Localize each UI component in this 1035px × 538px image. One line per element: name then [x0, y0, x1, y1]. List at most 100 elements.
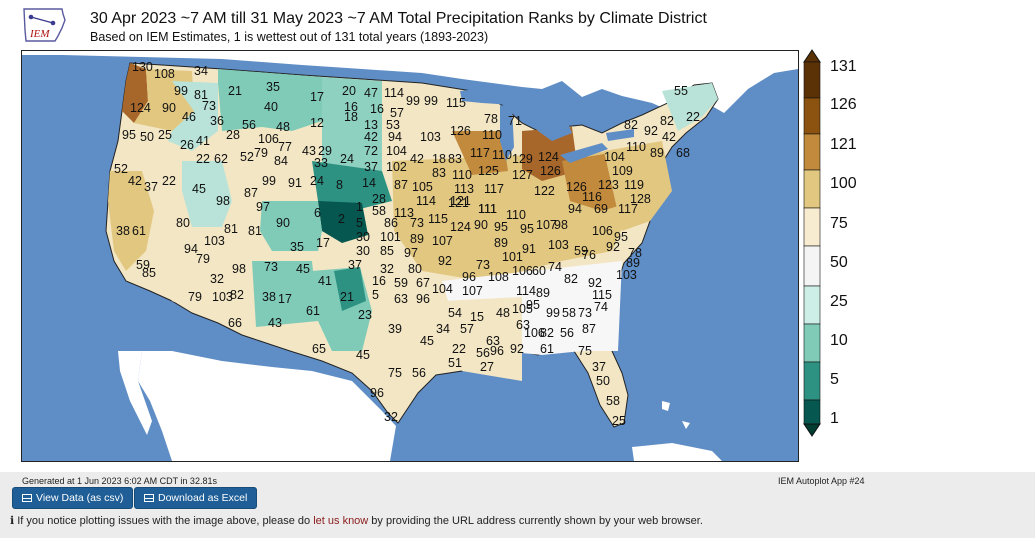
district-label: 16 — [370, 102, 384, 116]
district-label: 95 — [526, 298, 540, 312]
plot-figure: IEM 30 Apr 2023 ~7 AM till 31 May 2023 ~… — [0, 0, 1035, 472]
district-label: 13 — [364, 118, 378, 132]
district-label: 5 — [372, 288, 379, 302]
district-label: 97 — [256, 200, 270, 214]
district-label: 95 — [494, 220, 508, 234]
district-label: 80 — [176, 216, 190, 230]
district-label: 81 — [248, 224, 262, 238]
district-label: 111 — [478, 202, 497, 216]
district-label: 55 — [674, 84, 688, 98]
district-label: 43 — [302, 144, 316, 158]
district-label: 17 — [278, 292, 292, 306]
district-label: 83 — [432, 166, 446, 180]
district-label: 106 — [524, 326, 545, 340]
district-label: 89 — [410, 232, 424, 246]
download-excel-button[interactable]: Download as Excel — [134, 487, 258, 509]
generated-timestamp: Generated at 1 Jun 2023 6:02 AM CDT in 3… — [22, 476, 217, 486]
colorbar-segment — [803, 245, 821, 287]
district-label: 52 — [114, 162, 128, 176]
district-label: 63 — [516, 318, 530, 332]
district-label: 57 — [390, 106, 404, 120]
district-label: 98 — [554, 218, 568, 232]
district-label: 38 — [116, 224, 130, 238]
district-label: 35 — [290, 240, 304, 254]
district-label: 68 — [676, 146, 690, 160]
district-label: 87 — [582, 322, 596, 336]
district-label: 105 — [512, 302, 533, 316]
district-label: 20 — [342, 84, 356, 98]
autoplot-app-id: IEM Autoplot App #24 — [778, 476, 865, 486]
district-label: 72 — [364, 144, 378, 158]
lake-huron — [532, 109, 572, 141]
district-label: 85 — [380, 244, 394, 258]
lake-erie — [560, 143, 608, 163]
district-label: 5 — [356, 216, 363, 230]
district-label: 32 — [384, 410, 398, 424]
district-label: 103 — [204, 234, 225, 248]
district-label: 77 — [278, 140, 292, 154]
map-svg: 130 108 34 99 81 124 90 73 46 36 95 50 2… — [22, 51, 798, 461]
district-label: 104 — [432, 282, 453, 296]
district-label: 126 — [540, 164, 561, 178]
canada-land — [22, 51, 798, 117]
district-label: 101 — [380, 230, 401, 244]
baja-land — [118, 351, 152, 435]
district-label: 42 — [662, 130, 676, 144]
district-label: 45 — [356, 348, 370, 362]
district-label: 128 — [630, 192, 651, 206]
district-label: 22 — [162, 174, 176, 188]
district-label: 14 — [362, 176, 376, 190]
district-label: 37 — [348, 258, 362, 272]
district-label: 67 — [416, 276, 430, 290]
district-label: 115 — [592, 288, 612, 302]
district-label: 35 — [266, 80, 280, 94]
district-label: 126 — [566, 180, 587, 194]
district-label: 87 — [244, 186, 258, 200]
district-label: 82 — [624, 118, 638, 132]
district-label: 48 — [276, 120, 290, 134]
lake-superior — [460, 87, 532, 105]
colorbar-segment — [803, 207, 821, 247]
district-label: 111 — [478, 202, 497, 216]
district-label: 8 — [336, 178, 343, 192]
district-label: 92 — [588, 276, 602, 290]
district-label: 6 — [314, 206, 321, 220]
district-label: 33 — [314, 156, 328, 170]
colorbar-tick: 126 — [830, 96, 857, 113]
district-label: 43 — [268, 316, 282, 330]
district-label: 58 — [372, 204, 386, 218]
colorbar-tick: 75 — [830, 215, 848, 232]
district-label: 42 — [128, 174, 142, 188]
download-excel-label: Download as Excel — [158, 492, 248, 504]
district-label: 116 — [582, 190, 602, 204]
district-label: 75 — [388, 366, 402, 380]
colorbar-tick: 121 — [830, 136, 857, 153]
district-label: 53 — [386, 118, 400, 132]
district-label: 45 — [296, 262, 310, 276]
district-label: 110 — [482, 128, 502, 142]
district-label: 23 — [358, 308, 372, 322]
district-label: 99 — [174, 84, 188, 98]
district-label: 106 — [512, 264, 533, 278]
district-label: 22 — [196, 152, 210, 166]
district-label: 75 — [578, 344, 592, 358]
district-label: 99 — [262, 174, 276, 188]
district-label: 22 — [686, 110, 700, 124]
district-label: 123 — [598, 178, 619, 192]
district-label: 114 — [384, 86, 404, 100]
region-iowa-brown — [452, 131, 508, 175]
note-text-after: by providing the URL address currently s… — [368, 515, 703, 527]
colorbar-segment — [803, 399, 821, 425]
let-us-know-link[interactable]: let us know — [313, 515, 369, 527]
district-label: 108 — [154, 67, 175, 81]
cuba-land — [632, 443, 722, 461]
region-great-basin-green — [182, 161, 232, 227]
district-label: 89 — [494, 236, 508, 250]
district-label: 99 — [546, 306, 560, 320]
colorbar-tick: 100 — [830, 175, 857, 192]
district-label: 96 — [416, 292, 430, 306]
district-label: 57 — [460, 322, 474, 336]
district-label: 129 — [512, 152, 533, 166]
district-label: 79 — [196, 252, 210, 266]
view-csv-button[interactable]: View Data (as csv) — [12, 487, 134, 509]
